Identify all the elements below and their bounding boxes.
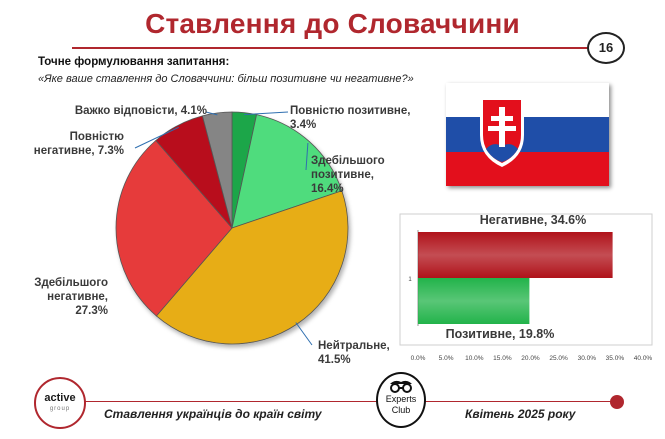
pie-leader-line-4 [134, 126, 179, 149]
pie-leader-line-2 [295, 322, 313, 346]
pie-leader-line-1 [305, 142, 309, 171]
pie-label-3-line: Здебільшого [34, 277, 108, 289]
pie-label-1-line: Здебільшого [311, 155, 385, 167]
pie-label-3: Здебільшого негативне, 27.3% [28, 276, 108, 318]
bar-x-tick-label: 40.0% [634, 355, 653, 362]
pie-label-3-line: 27.3% [75, 305, 108, 317]
bar-category-label: 1 [408, 277, 412, 283]
logo-left-sub-text: group [49, 406, 71, 412]
pie-label-0-line: 3.4% [290, 119, 317, 131]
bar-x-tick-label: 30.0% [578, 355, 597, 362]
pie-slice-5 [201, 111, 233, 229]
pie-leader-line-5 [205, 111, 218, 116]
active-group-logo: active group [34, 377, 86, 429]
pie-label-2: Нейтральне, 41.5% [318, 339, 390, 367]
question-text: «Яке ваше ставлення до Словаччини: більш… [38, 73, 414, 85]
bar-label-0: Негативне, 34.6% [480, 213, 587, 227]
pie-label-5: Важко відповісти, 4.1% [42, 104, 207, 118]
pie-label-0-line: Повністю позитивне, [290, 105, 411, 117]
logo-right-line2: Club [391, 405, 411, 415]
pie-label-2-line: 41.5% [318, 354, 351, 366]
pie-slice-3 [115, 139, 233, 317]
glasses-icon [390, 380, 412, 393]
bar-x-tick-label: 10.0% [465, 355, 484, 362]
footer-divider [40, 401, 618, 402]
pie-label-0: Повністю позитивне, 3.4% [290, 104, 410, 132]
pie-leader-line-0 [244, 111, 289, 116]
footer-dot [610, 395, 624, 409]
pie-label-1: Здебільшого позитивне, 16.4% [311, 154, 385, 196]
logo-left-main-text: active [44, 392, 76, 404]
bar-x-tick-label: 0.0% [411, 355, 426, 362]
bar-x-tick-label: 20.0% [521, 355, 540, 362]
pie-label-4: Повністю негативне, 7.3% [16, 130, 124, 158]
bar-0 [418, 232, 613, 278]
pie-label-1-line: 16.4% [311, 183, 344, 195]
bar-label-1: Позитивне, 19.8% [446, 327, 555, 341]
logo-right-line1: Experts [385, 394, 417, 404]
pie-label-4-line: негативне, 7.3% [33, 145, 124, 157]
pie-label-4-line: Повністю [69, 131, 124, 143]
bar-x-tick-label: 15.0% [493, 355, 512, 362]
footer-survey-title: Ставлення українців до країн світу [104, 407, 322, 421]
pie-label-1-line: позитивне, [311, 169, 374, 181]
pie-label-3-line: негативне, [47, 291, 108, 303]
slovakia-flag-icon [446, 83, 609, 186]
bar-x-tick-label: 35.0% [606, 355, 625, 362]
question-label: Точне формулювання запитання: [38, 56, 230, 68]
pie-label-5-line: Важко відповісти, 4.1% [74, 105, 207, 117]
bar-x-tick-label: 25.0% [549, 355, 568, 362]
title-divider [72, 47, 612, 49]
experts-club-logo: Experts Club [376, 372, 426, 428]
bar-x-tick-label: 5.0% [439, 355, 454, 362]
page-number-badge: 16 [587, 32, 625, 64]
bar-1 [418, 278, 530, 324]
page-title: Ставлення до Словаччини [145, 8, 520, 39]
pie-label-2-line: Нейтральне, [318, 340, 390, 352]
footer-date: Квітень 2025 року [465, 407, 576, 421]
